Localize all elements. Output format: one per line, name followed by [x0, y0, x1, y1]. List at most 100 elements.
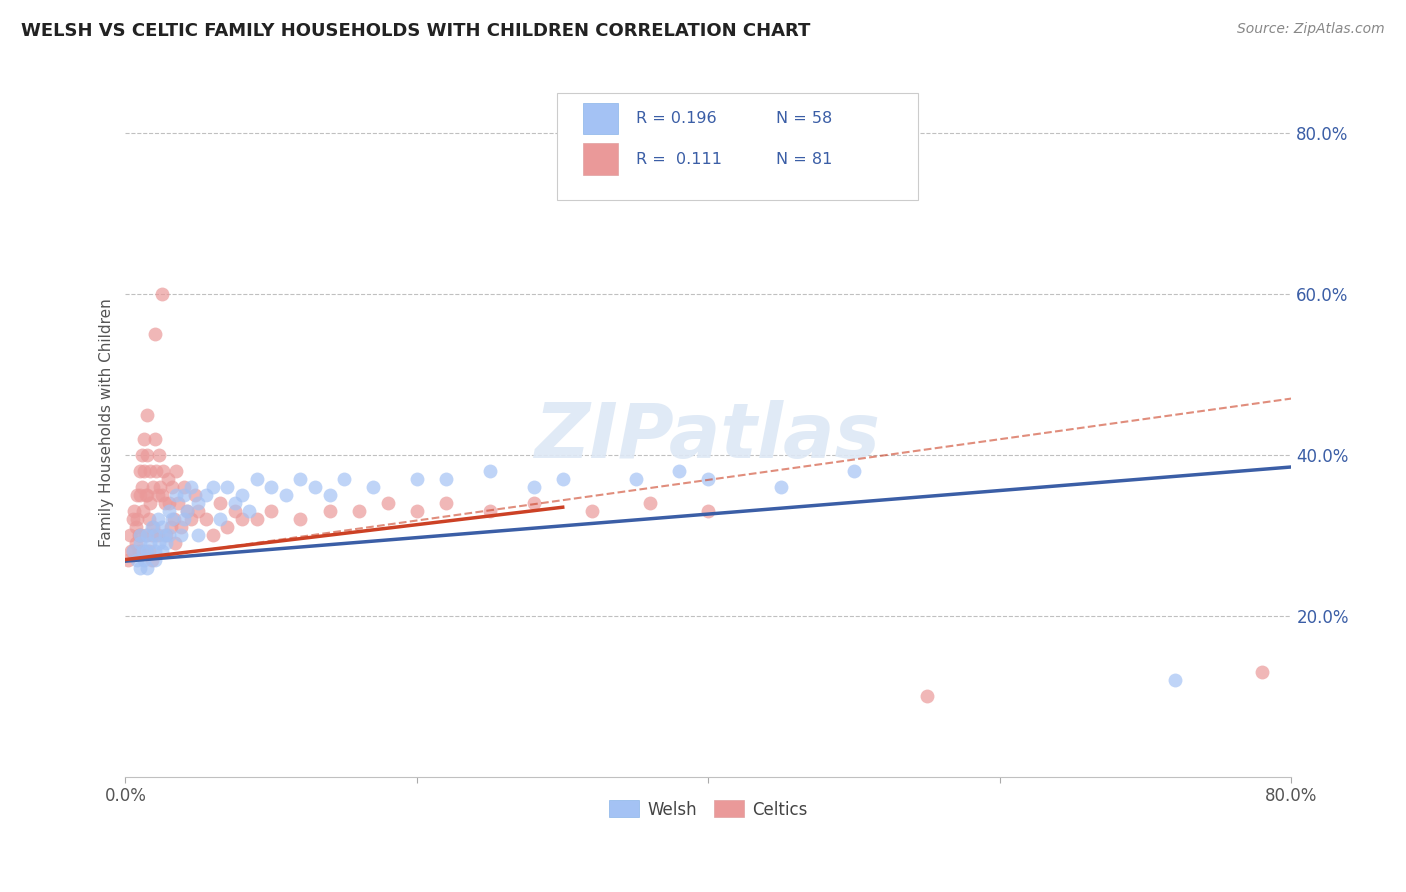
- Point: [260, 504, 283, 518]
- Point: [194, 488, 217, 502]
- Point: [290, 472, 312, 486]
- Point: [624, 472, 647, 486]
- Point: [120, 544, 142, 558]
- Point: [170, 520, 193, 534]
- Point: [173, 480, 195, 494]
- Point: [143, 552, 166, 566]
- Point: [134, 464, 156, 478]
- Point: [318, 488, 340, 502]
- Point: [138, 544, 160, 558]
- Point: [159, 520, 181, 534]
- Point: [478, 504, 501, 518]
- Point: [180, 480, 202, 494]
- Point: [143, 528, 166, 542]
- Point: [347, 504, 370, 518]
- Point: [153, 528, 176, 542]
- Point: [434, 472, 457, 486]
- Point: [551, 472, 574, 486]
- Point: [139, 464, 162, 478]
- Point: [129, 560, 152, 574]
- Point: [135, 488, 157, 502]
- Point: [238, 504, 260, 518]
- Point: [135, 528, 157, 542]
- Point: [170, 528, 193, 542]
- Point: [160, 480, 183, 494]
- Point: [377, 496, 399, 510]
- Point: [166, 464, 188, 478]
- Point: [224, 496, 246, 510]
- Point: [217, 520, 239, 534]
- Point: [148, 448, 170, 462]
- Text: N = 58: N = 58: [776, 112, 832, 127]
- Point: [121, 544, 143, 558]
- Point: [138, 512, 160, 526]
- Text: N = 81: N = 81: [776, 152, 832, 167]
- Point: [136, 488, 159, 502]
- Point: [118, 528, 141, 542]
- Point: [304, 480, 326, 494]
- Point: [128, 544, 150, 558]
- Point: [201, 528, 224, 542]
- Legend: Welsh, Celtics: Welsh, Celtics: [603, 794, 814, 825]
- Point: [152, 464, 174, 478]
- Point: [150, 544, 173, 558]
- Point: [139, 536, 162, 550]
- Point: [127, 552, 149, 566]
- Point: [163, 536, 186, 550]
- Point: [217, 480, 239, 494]
- Point: [209, 512, 232, 526]
- Point: [146, 528, 169, 542]
- Point: [146, 488, 169, 502]
- Point: [148, 536, 170, 550]
- Point: [139, 496, 162, 510]
- Point: [770, 480, 793, 494]
- Point: [187, 528, 209, 542]
- Point: [142, 480, 165, 494]
- Point: [136, 408, 159, 422]
- Point: [915, 690, 938, 704]
- Point: [134, 432, 156, 446]
- Point: [129, 464, 152, 478]
- Point: [274, 488, 297, 502]
- Point: [173, 488, 195, 502]
- Point: [246, 472, 269, 486]
- Point: [1164, 673, 1187, 688]
- Point: [129, 488, 152, 502]
- Point: [201, 480, 224, 494]
- Point: [129, 528, 152, 542]
- Point: [522, 496, 544, 510]
- Point: [290, 512, 312, 526]
- Point: [136, 448, 159, 462]
- Point: [143, 544, 166, 558]
- Point: [155, 528, 177, 542]
- Point: [260, 480, 283, 494]
- Bar: [582, 103, 617, 135]
- Point: [697, 472, 720, 486]
- Point: [157, 528, 180, 542]
- Point: [434, 496, 457, 510]
- Point: [156, 472, 179, 486]
- Point: [246, 512, 269, 526]
- Point: [150, 286, 173, 301]
- Point: [581, 504, 603, 518]
- Point: [638, 496, 661, 510]
- Point: [406, 504, 429, 518]
- Point: [162, 512, 184, 526]
- Point: [361, 480, 384, 494]
- Point: [117, 552, 139, 566]
- Point: [184, 488, 207, 502]
- Text: ZIPatlas: ZIPatlas: [536, 400, 882, 474]
- Point: [209, 496, 232, 510]
- Point: [141, 520, 163, 534]
- Point: [131, 480, 153, 494]
- Point: [406, 472, 429, 486]
- Point: [145, 464, 167, 478]
- Y-axis label: Family Households with Children: Family Households with Children: [100, 298, 114, 547]
- Point: [127, 512, 149, 526]
- Text: R = 0.196: R = 0.196: [636, 112, 717, 127]
- Point: [127, 488, 149, 502]
- Point: [166, 488, 188, 502]
- Point: [150, 488, 173, 502]
- Point: [129, 528, 152, 542]
- Point: [146, 512, 169, 526]
